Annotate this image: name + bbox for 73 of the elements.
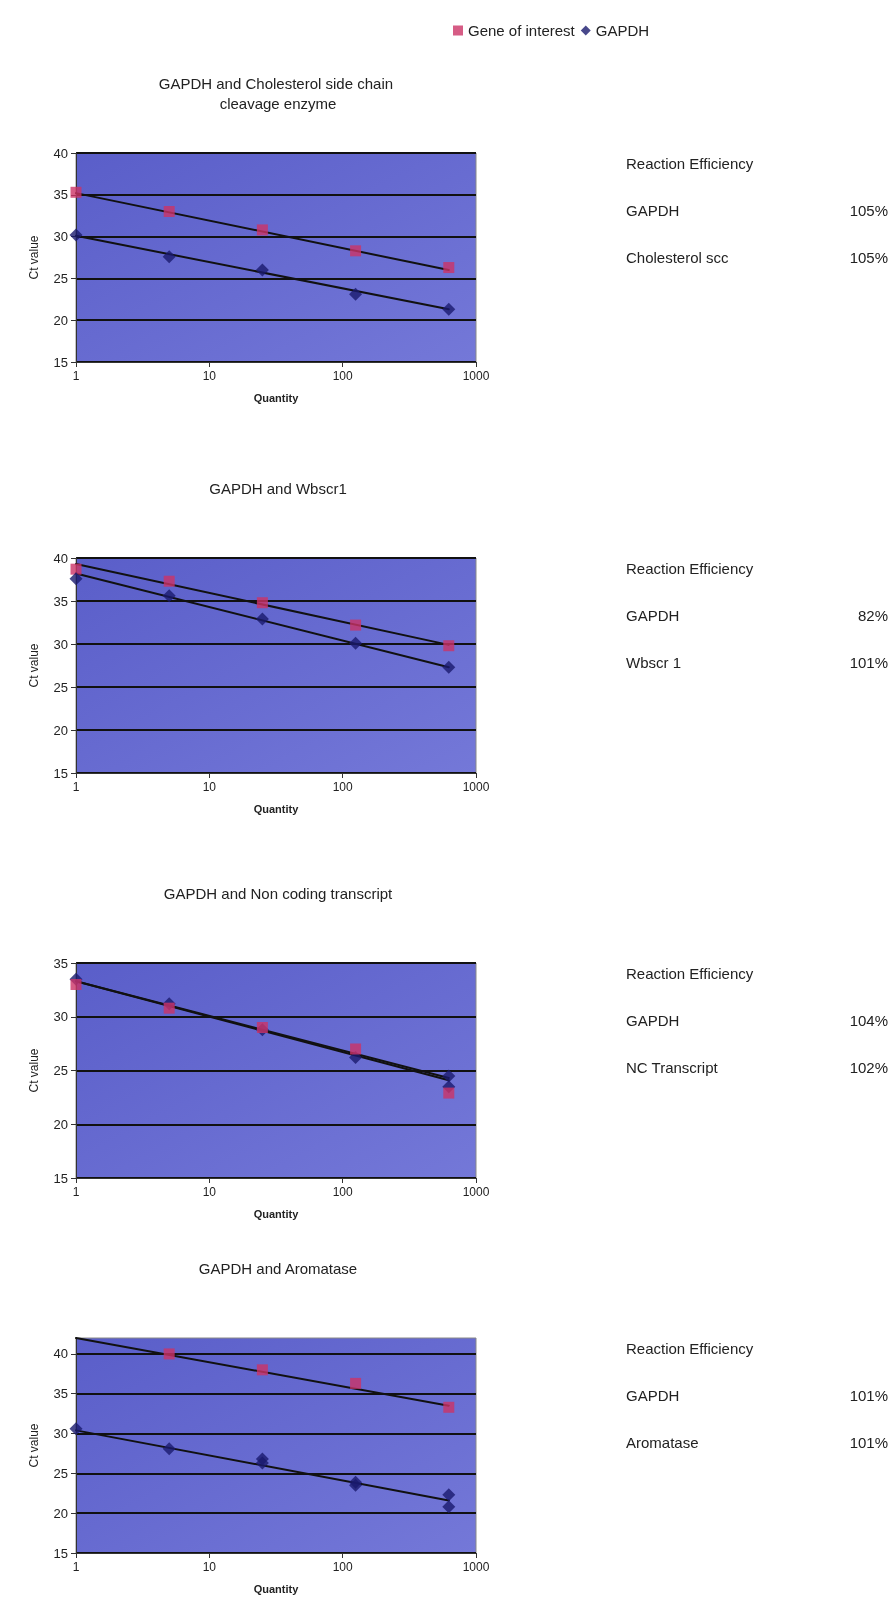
y-tick-label: 35 — [53, 955, 68, 971]
chart-title: GAPDH and Aromatase — [198, 1259, 358, 1277]
category-label: Cholesterol scc — [626, 249, 729, 266]
category-label: Aromatase — [626, 1434, 699, 1451]
x-tick-label: 10 — [202, 1560, 217, 1574]
text: 105% — [849, 202, 888, 219]
y-tick-label: 15 — [53, 354, 68, 370]
x-axis-title: Quantity — [253, 391, 300, 404]
y-tick-label: 20 — [53, 312, 68, 328]
category-label: NC Transcript — [626, 1059, 718, 1076]
x-axis-title: Quantity — [253, 802, 300, 815]
legend-label: GAPDH — [595, 22, 650, 39]
y-tick-label: 35 — [53, 593, 68, 609]
y-tick-label: 20 — [53, 1505, 68, 1521]
x-tick-label: 1000 — [462, 1185, 490, 1199]
x-tick-label: 1000 — [462, 1560, 490, 1574]
legend-label: Gene of interest — [468, 22, 576, 39]
x-tick-label: 10 — [202, 1185, 217, 1199]
x-tick-label: 1 — [72, 1185, 80, 1199]
text: 101% — [849, 1387, 888, 1404]
chart-title: GAPDH and Wbscr1 — [209, 479, 347, 497]
text: Reaction Efficiency — [626, 560, 755, 577]
y-tick-label: 25 — [53, 1465, 68, 1481]
category-label: GAPDH — [626, 1387, 680, 1404]
y-tick-label: 20 — [53, 722, 68, 738]
chart-title: GAPDH and Non coding transcript — [163, 884, 394, 902]
chart-title: GAPDH and Cholesterol side chain cleavage enzyme — [158, 74, 398, 112]
x-axis-title: Quantity — [253, 1582, 300, 1595]
y-tick-label: 40 — [53, 145, 68, 161]
x-tick-label: 1 — [72, 780, 80, 794]
y-tick-label: 40 — [53, 550, 68, 566]
x-tick-label: 1000 — [462, 369, 490, 383]
y-tick-label: 30 — [53, 636, 68, 652]
y-axis-title: Ct value — [27, 235, 41, 280]
y-axis-title: Ct value — [27, 643, 41, 688]
x-tick-label: 10 — [202, 780, 217, 794]
y-tick-label: 20 — [53, 1116, 68, 1132]
text: Reaction Efficiency — [626, 965, 755, 982]
y-tick-label: 15 — [53, 1170, 68, 1186]
text: 82% — [857, 607, 888, 624]
y-tick-label: 30 — [53, 1009, 68, 1025]
y-tick-label: 35 — [53, 1386, 68, 1402]
x-tick-label: 1000 — [462, 780, 490, 794]
y-axis-title: Ct value — [27, 1048, 41, 1093]
text: 101% — [849, 1434, 888, 1451]
category-label: GAPDH — [626, 1012, 680, 1029]
x-tick-label: 100 — [332, 1185, 353, 1199]
y-tick-label: 25 — [53, 1063, 68, 1078]
y-tick-label: 40 — [53, 1346, 68, 1362]
y-tick-label: 30 — [53, 1426, 68, 1442]
text: 101% — [849, 654, 888, 671]
y-tick-label: 15 — [53, 765, 68, 781]
x-tick-label: 100 — [332, 369, 353, 383]
text: 105% — [849, 249, 888, 266]
x-tick-label: 100 — [332, 1560, 353, 1574]
text: 102% — [849, 1059, 888, 1076]
y-tick-label: 25 — [53, 270, 68, 286]
category-label: GAPDH — [626, 202, 680, 219]
category-label: GAPDH — [626, 607, 680, 624]
x-tick-label: 1 — [72, 369, 80, 383]
x-axis-title: Quantity — [253, 1207, 300, 1220]
text: 104% — [849, 1012, 888, 1029]
y-tick-label: 30 — [53, 229, 68, 245]
x-tick-label: 100 — [332, 780, 353, 794]
y-tick-label: 15 — [53, 1545, 68, 1561]
text: Reaction Efficiency — [626, 1340, 755, 1357]
y-axis-title: Ct value — [27, 1423, 41, 1468]
x-tick-label: 10 — [202, 369, 217, 383]
category-label: Wbscr 1 — [626, 654, 682, 671]
y-tick-label: 35 — [53, 187, 68, 203]
y-tick-label: 25 — [53, 679, 68, 695]
text: Reaction Efficiency — [626, 155, 755, 172]
x-tick-label: 1 — [72, 1560, 80, 1574]
